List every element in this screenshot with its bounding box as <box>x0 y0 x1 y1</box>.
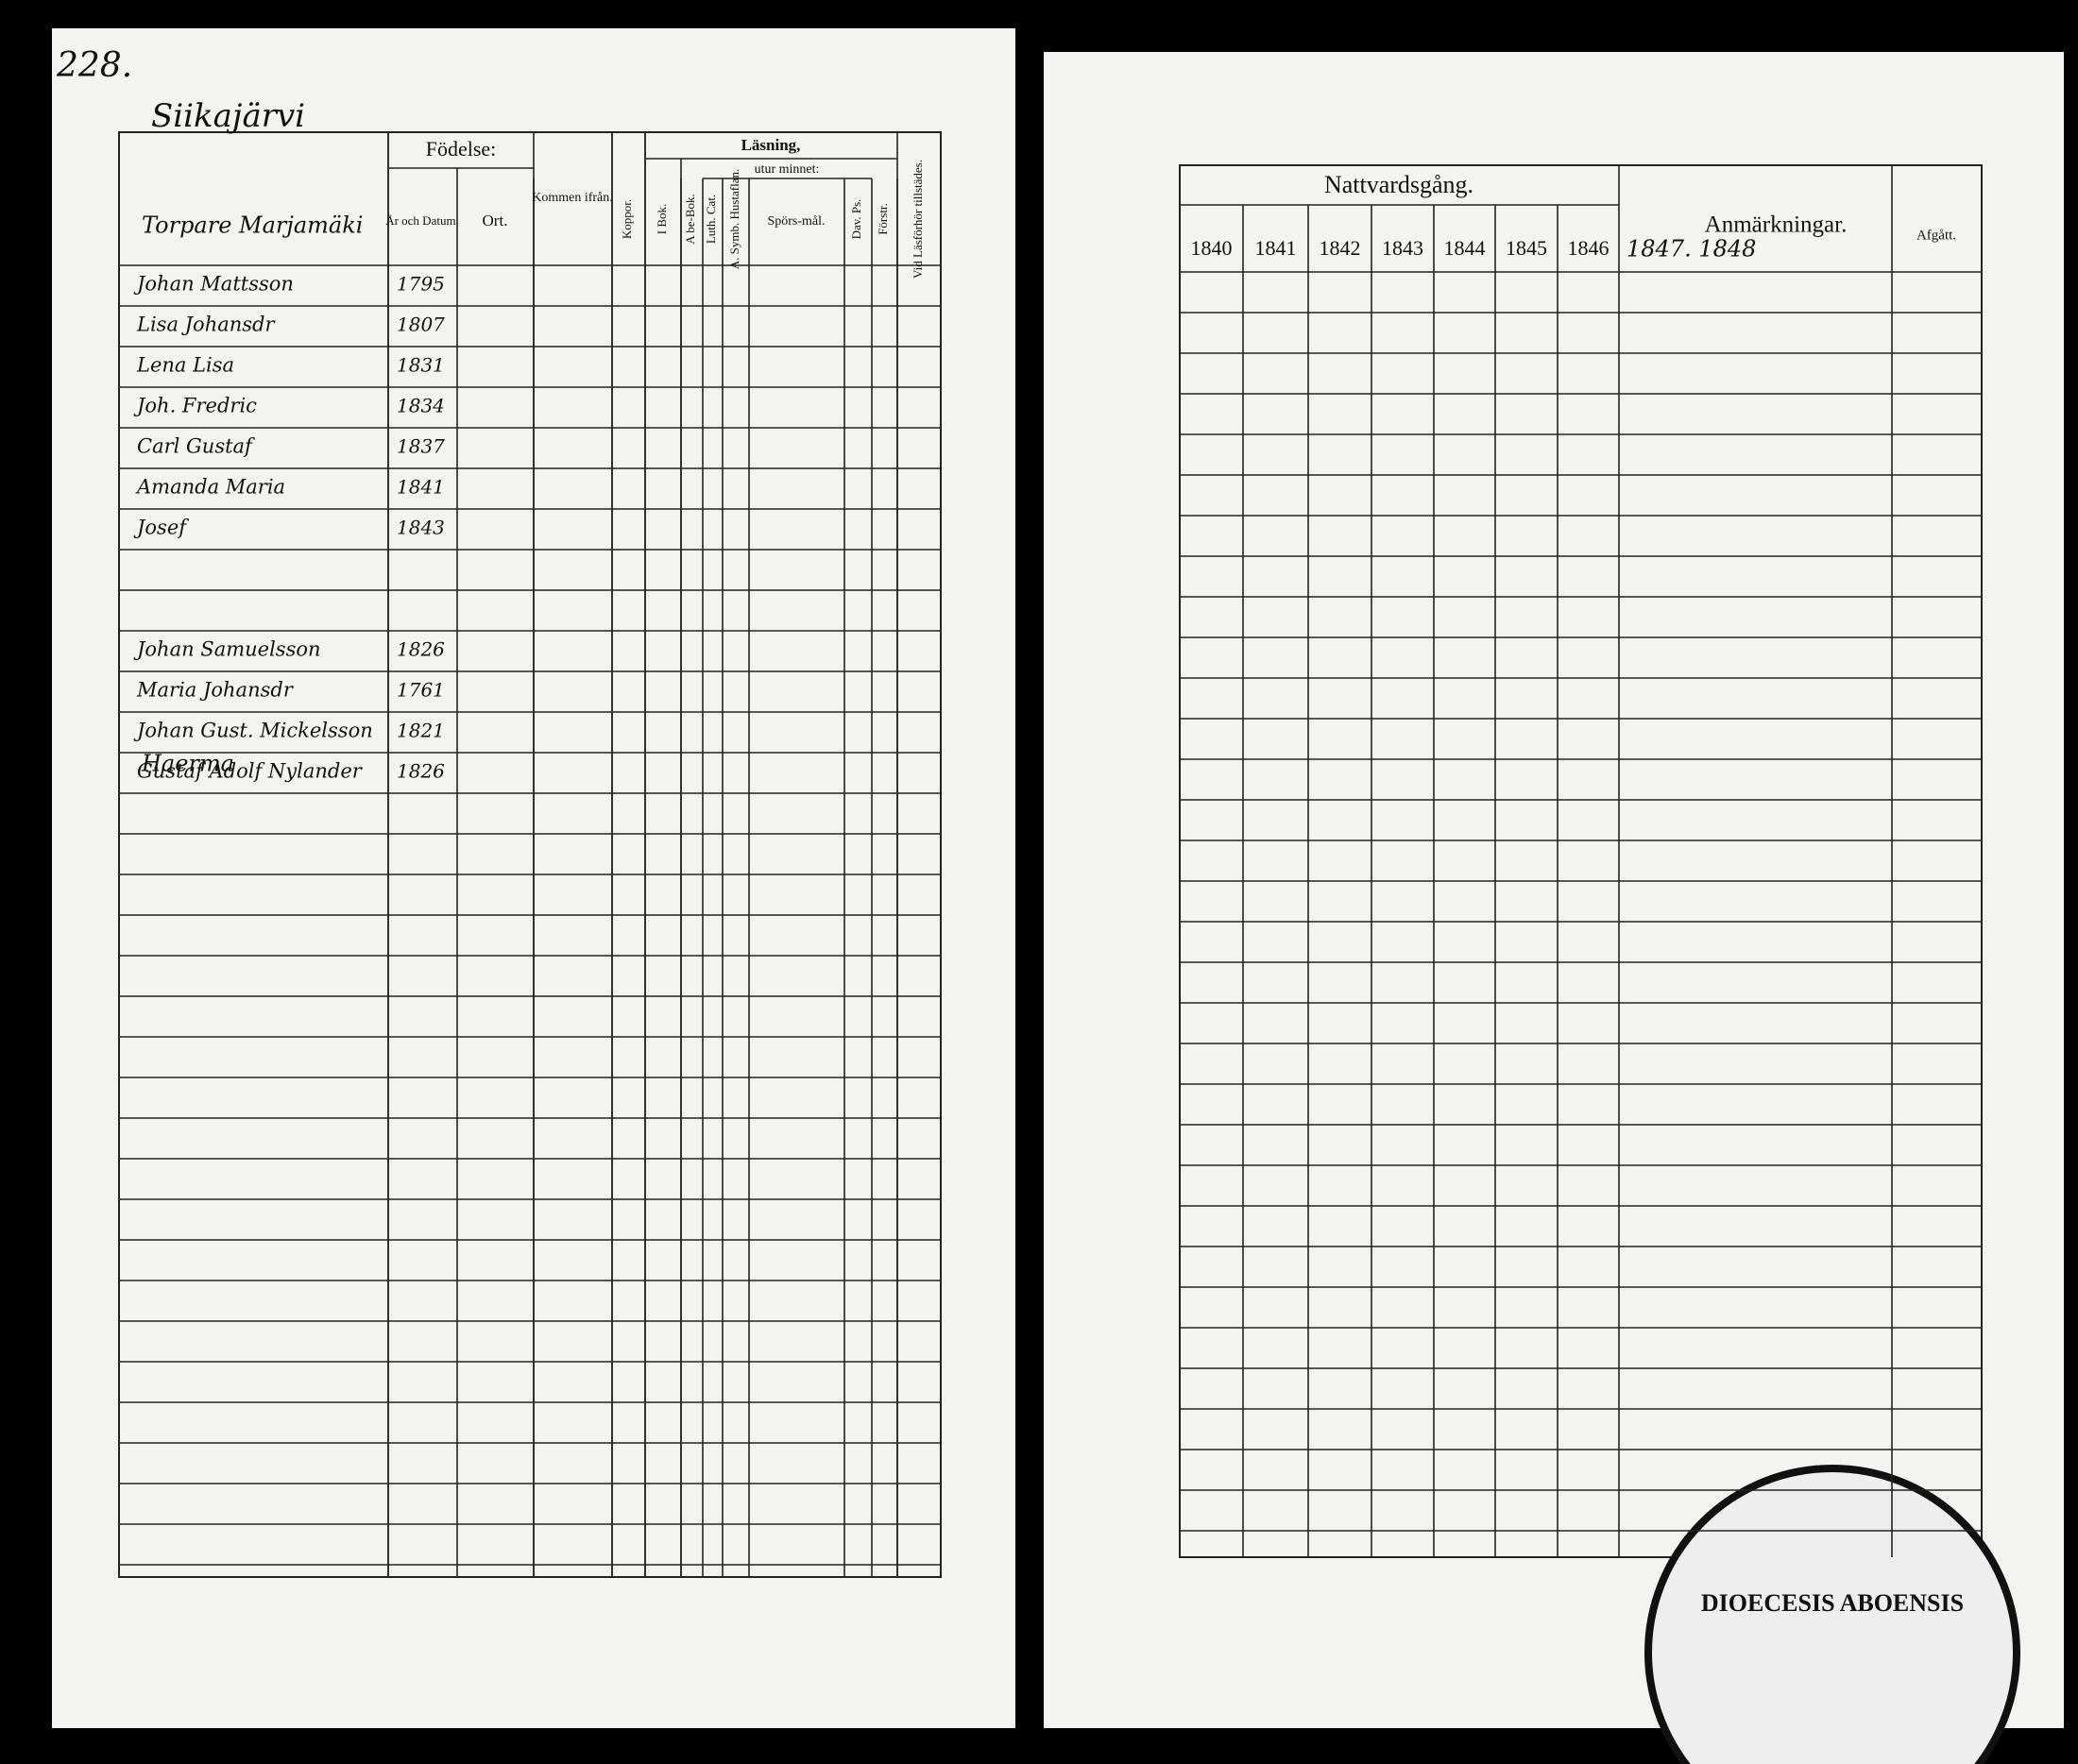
birth-year: 1761 <box>397 679 445 702</box>
column-header: Kommen ifrån. <box>532 191 613 205</box>
column-header: Ort. <box>483 212 508 229</box>
title: Nattvardsgång. <box>1324 171 1473 198</box>
name: Lena Lisa <box>136 354 234 377</box>
column-header: Födelse: <box>426 137 497 161</box>
column-header: Koppor. <box>620 199 634 239</box>
name: Josef <box>133 517 189 539</box>
birth-year: 1843 <box>397 517 445 539</box>
right-table <box>1179 164 1983 1558</box>
section-label: Haerma <box>141 751 234 777</box>
birth-year: 1807 <box>397 314 445 336</box>
departed-header: Afgått. <box>1916 228 1956 243</box>
birth-year: 1826 <box>397 638 445 661</box>
column-header: År och Datum. <box>385 213 459 228</box>
name: Johan Mattsson <box>133 273 294 296</box>
column-header: Luth. Cat. <box>704 195 718 244</box>
column-header: Läsning, <box>741 136 801 154</box>
year: 1840 <box>1191 236 1233 260</box>
column-header: Spörs-mål. <box>767 214 825 229</box>
column-header: Vid Läsförhör tillstädes. <box>911 160 925 279</box>
stamp-text: DIOECESIS ABOENSIS <box>1701 1589 1964 1617</box>
column-header: utur minnet: <box>755 162 820 177</box>
year: 1843 <box>1382 236 1423 260</box>
column-header: Dav. Ps. <box>849 199 863 240</box>
name: Joh. Fredric <box>133 395 257 417</box>
column-header: I Bok. <box>655 204 669 235</box>
year: 1841 <box>1255 236 1297 260</box>
year: 1846 <box>1568 236 1610 260</box>
name: Johan Gust. Mickelsson <box>133 720 373 742</box>
birth-year: 1841 <box>397 476 445 499</box>
remarks-header: Anmärkningar. <box>1705 212 1848 238</box>
name: Lisa Johansdr <box>136 314 276 336</box>
page-number: 228. <box>56 46 132 85</box>
birth-year: 1837 <box>397 435 445 458</box>
year: 1845 <box>1506 236 1547 260</box>
name: Amanda Maria <box>135 476 285 499</box>
year: 1844 <box>1444 236 1486 260</box>
column-header: A. Symb. Hustaflan. <box>727 169 741 270</box>
name: Johan Samuelsson <box>133 638 321 661</box>
birth-year: 1834 <box>397 395 445 417</box>
birth-year: 1821 <box>397 720 445 742</box>
village: Siikajärvi <box>151 97 305 135</box>
extra-years: 1847. 1848 <box>1627 236 1756 263</box>
name: Maria Johansdr <box>136 679 295 702</box>
birth-year: 1831 <box>397 354 445 377</box>
section-label: Torpare Marjamäki <box>142 212 363 239</box>
birth-year: 1795 <box>397 273 445 296</box>
name: Carl Gustaf <box>137 435 255 458</box>
left-table <box>118 131 942 1578</box>
name: Gustaf Adolf Nylander <box>137 760 364 783</box>
column-header: Förstr. <box>876 203 890 235</box>
stamp <box>1644 1465 2020 1764</box>
column-header: A be-Bok. <box>683 194 697 244</box>
birth-year: 1826 <box>397 760 445 783</box>
right-page <box>1044 52 2064 1728</box>
year: 1842 <box>1320 236 1361 260</box>
